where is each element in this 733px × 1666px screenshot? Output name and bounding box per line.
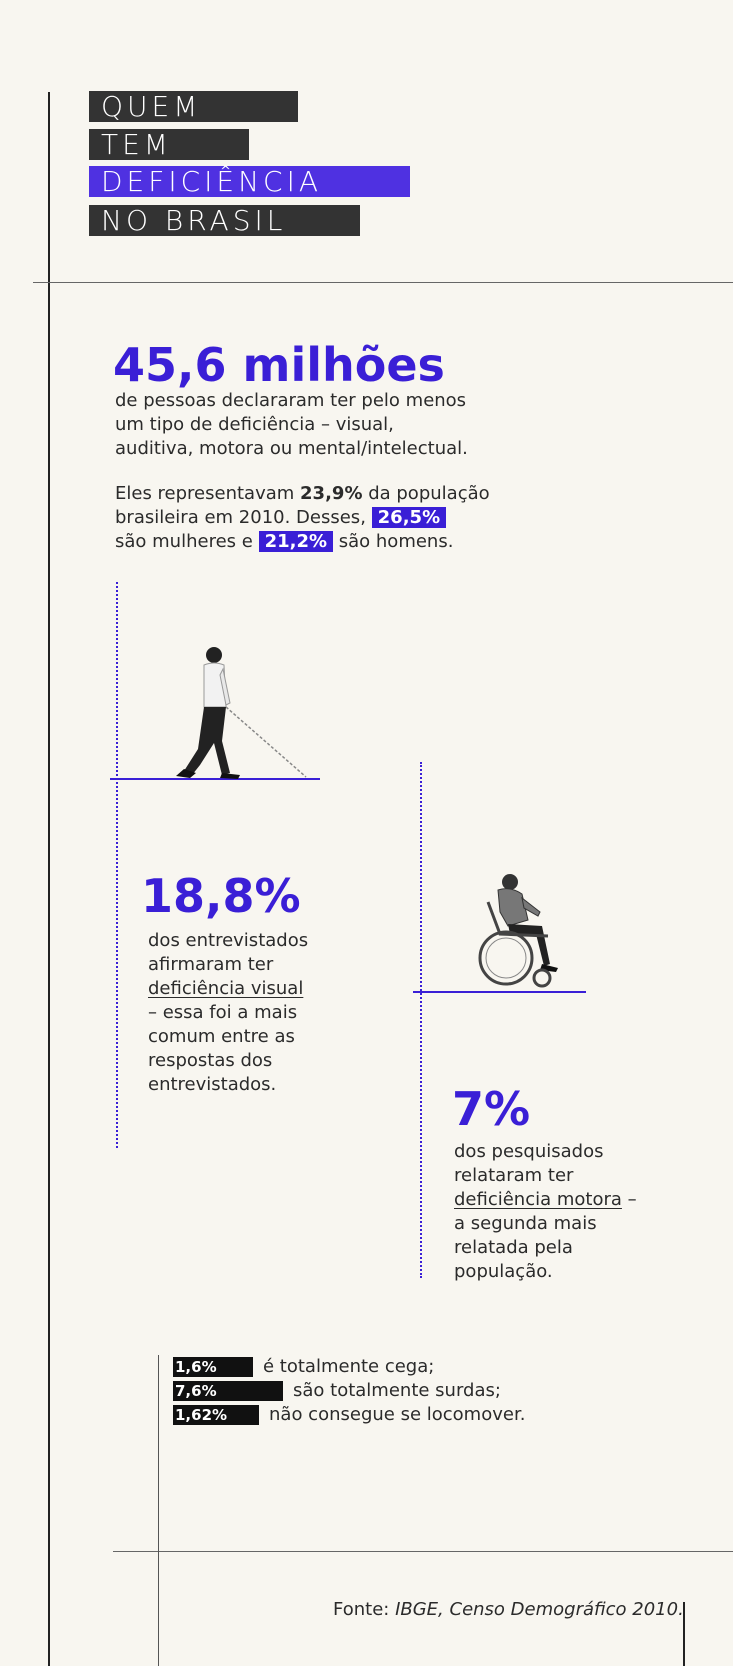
right-footer-line: [683, 1602, 685, 1666]
header-divider: [33, 282, 733, 283]
motor-deficiency-link[interactable]: deficiência motora: [454, 1189, 622, 1210]
footer-divider: [113, 1551, 733, 1552]
stat-text-blind: é totalmente cega;: [263, 1356, 435, 1377]
visual-text: dos entrevistados afirmaram ter deficiên…: [148, 930, 309, 1095]
women-percentage: 26,5%: [371, 507, 447, 528]
stats-vertical-line: [158, 1355, 159, 1666]
stat-box-blind: 1,6%: [173, 1357, 253, 1377]
visual-percentage: 18,8%: [141, 869, 301, 923]
intro-text: de pessoas declararam ter pelo menos um …: [115, 390, 468, 459]
visual-deficiency-link[interactable]: deficiência visual: [148, 978, 304, 999]
motor-baseline: [413, 991, 586, 993]
source-note: Fonte: IBGE, Censo Demográfico 2010.: [333, 1599, 684, 1620]
stat-text-mobility: não consegue se locomover.: [269, 1404, 526, 1425]
stat-row-blind: 1,6% é totalmente cega;: [173, 1356, 434, 1378]
men-percentage: 21,2%: [258, 531, 334, 552]
title-line-4: NO BRASIL: [89, 205, 360, 236]
motor-text: dos pesquisados relataram ter deficiênci…: [454, 1141, 637, 1282]
stat-box-deaf: 7,6%: [173, 1381, 283, 1401]
motor-percentage: 7%: [452, 1082, 531, 1136]
title-line-3: DEFICIÊNCIA: [89, 166, 410, 197]
title-line-2: TEM: [89, 129, 249, 160]
title-line-1: QUEM: [89, 91, 298, 122]
stat-text-deaf: são totalmente surdas;: [293, 1380, 501, 1401]
total-number: 45,6 milhões: [113, 338, 445, 392]
wheelchair-user-icon: [478, 874, 558, 988]
stat-row-deaf: 7,6% são totalmente surdas;: [173, 1380, 501, 1402]
motor-dotted-line: [420, 762, 422, 1278]
intro-paragraph-2: Eles representavam 23,9% da população br…: [115, 483, 490, 552]
blind-person-icon: [176, 647, 307, 779]
stat-row-mobility: 1,62% não consegue se locomover.: [173, 1404, 525, 1426]
visual-dotted-line: [116, 582, 118, 1148]
left-border-line: [48, 92, 50, 1666]
visual-baseline: [110, 778, 320, 780]
stat-box-mobility: 1,62%: [173, 1405, 259, 1425]
